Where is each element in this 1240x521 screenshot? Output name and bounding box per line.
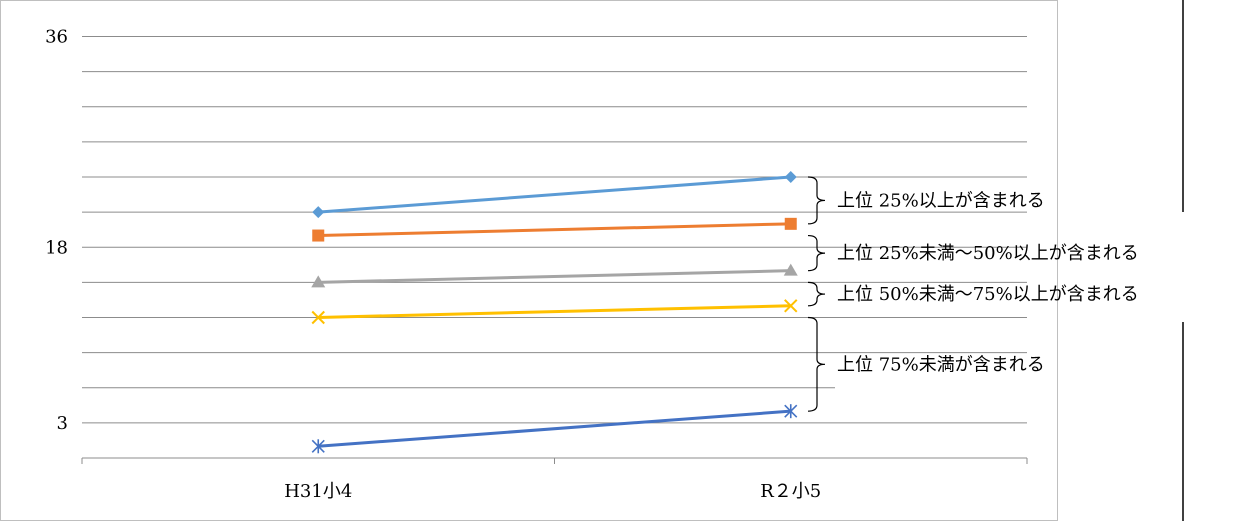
range-label: 上位 75%未満が含まれる — [837, 354, 1045, 375]
range-label: 上位 50%未満～75%以上が含まれる — [837, 284, 1139, 305]
data-point-triangle — [311, 275, 326, 288]
data-point-diamond — [784, 171, 797, 183]
y-tick-label: 36 — [45, 27, 68, 48]
data-point-x — [784, 299, 798, 313]
series-line — [318, 304, 791, 319]
series-line — [318, 269, 791, 284]
x-marker-stroke — [784, 299, 798, 313]
data-point-triangle — [783, 263, 798, 276]
grid-lines — [82, 36, 1027, 424]
x-tick-labels: H31小4 R２小5 — [284, 481, 821, 502]
series-line — [318, 222, 791, 238]
series-line — [318, 175, 791, 214]
y-tick-labels: 36 18 3 — [45, 27, 68, 434]
data-point-diamond — [312, 206, 325, 219]
range-brace — [807, 281, 826, 307]
axes — [81, 457, 1028, 464]
range-label: 上位 25%未満～50%以上が含まれる — [837, 243, 1139, 264]
range-label: 上位 25%以上が含まれる — [837, 190, 1045, 211]
data-point-square — [784, 217, 797, 230]
data-point-x — [311, 310, 325, 325]
y-tick-label: 3 — [57, 413, 68, 434]
x-marker-stroke — [311, 310, 325, 325]
y-tick-label: 18 — [45, 237, 68, 258]
range-brace — [807, 234, 826, 272]
series-line — [318, 409, 791, 448]
x-tick-label: R２小5 — [760, 481, 821, 502]
range-brace — [807, 316, 826, 412]
data-point-asterisk — [784, 404, 798, 419]
range-brace — [807, 176, 826, 225]
series — [311, 171, 798, 454]
data-point-square — [312, 229, 325, 242]
data-point-asterisk — [311, 439, 325, 454]
x-tick-label: H31小4 — [284, 481, 352, 502]
